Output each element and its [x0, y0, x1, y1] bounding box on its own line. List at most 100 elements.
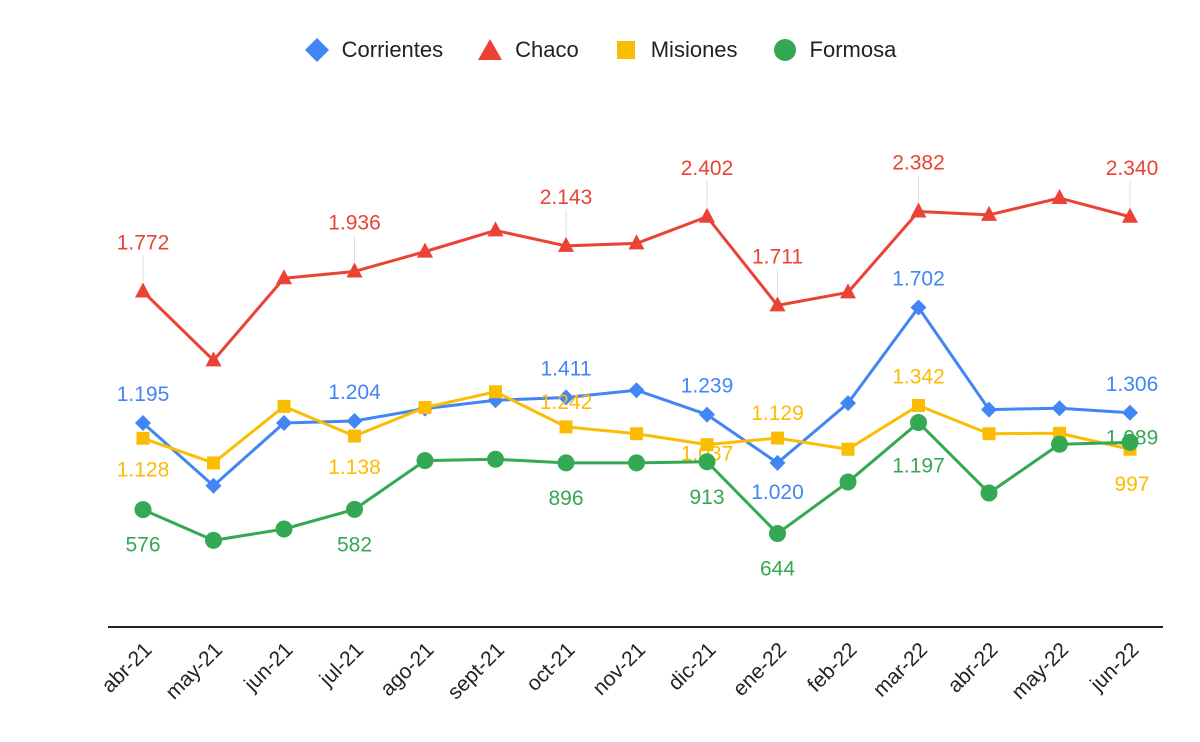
data-label: 1.702 — [892, 267, 945, 290]
data-label: 1.138 — [328, 456, 381, 479]
data-point-diamond — [1051, 400, 1068, 417]
x-tick-label: jul-21 — [315, 638, 368, 691]
legend-label: Chaco — [515, 37, 579, 62]
data-point-circle — [839, 473, 857, 491]
data-label: 1.089 — [1106, 426, 1159, 449]
data-point-triangle — [1122, 207, 1138, 223]
data-point-circle — [1121, 433, 1139, 451]
data-label: 1.411 — [541, 357, 592, 380]
legend-label: Misiones — [650, 37, 738, 62]
data-point-square — [207, 456, 220, 470]
x-tick-label: mar-22 — [869, 638, 932, 701]
data-point-circle — [205, 531, 222, 549]
data-point-square — [771, 431, 784, 445]
circle-marker-icon — [773, 39, 796, 61]
data-point-circle — [487, 450, 504, 468]
data-point-triangle — [417, 242, 433, 258]
data-label: 1.128 — [117, 458, 170, 481]
x-tick-label: ene-22 — [729, 638, 792, 701]
data-label: 1.306 — [1106, 373, 1159, 396]
triangle-marker-icon — [478, 39, 503, 60]
data-point-diamond — [628, 382, 645, 399]
data-point-triangle — [1051, 189, 1068, 205]
series-line-chaco — [141, 196, 1131, 362]
data-label: 1.711 — [752, 245, 803, 268]
data-point-square — [136, 431, 150, 445]
data-point-diamond — [1122, 404, 1138, 421]
data-point-diamond — [910, 299, 927, 316]
data-label: 2.402 — [681, 157, 734, 180]
data-label: 1.772 — [117, 232, 170, 255]
data-point-circle — [980, 484, 998, 502]
data-point-circle — [416, 452, 434, 470]
x-tick-label: oct-21 — [522, 638, 580, 696]
data-point-triangle — [135, 282, 151, 298]
data-label: 1.204 — [328, 381, 381, 404]
data-point-circle — [275, 520, 293, 538]
data-point-triangle — [769, 296, 786, 312]
data-label: 1.239 — [681, 375, 734, 398]
data-label: 1.936 — [328, 211, 381, 234]
data-label: 582 — [337, 533, 372, 556]
data-label: 1.195 — [117, 383, 170, 406]
x-tick-label: abr-21 — [97, 638, 156, 697]
data-point-diamond — [840, 395, 856, 412]
x-tick-label: sept-21 — [443, 638, 509, 704]
data-point-diamond — [699, 406, 715, 423]
x-tick-label: abr-22 — [943, 638, 1002, 697]
data-point-triangle — [276, 269, 292, 285]
data-label: 2.143 — [540, 186, 593, 209]
data-label: 1.197 — [892, 455, 945, 478]
x-tick-label: jun-21 — [239, 638, 297, 696]
data-point-diamond — [981, 401, 997, 418]
data-point-triangle — [487, 221, 504, 237]
x-tick-label: ago-21 — [376, 638, 439, 701]
data-label: 1.342 — [892, 365, 945, 388]
data-point-triangle — [699, 207, 715, 223]
data-label: 1.242 — [540, 391, 593, 414]
data-point-triangle — [840, 283, 856, 299]
data-point-square — [912, 398, 925, 412]
legend-item-formosa[interactable]: Formosa — [772, 37, 896, 63]
x-tick-label: may-22 — [1007, 638, 1073, 704]
data-point-circle — [1051, 435, 1068, 453]
data-point-triangle — [981, 205, 997, 221]
data-label: 913 — [689, 486, 724, 509]
data-point-circle — [698, 453, 716, 471]
x-tick-label: dic-21 — [664, 638, 721, 695]
data-point-diamond — [346, 412, 363, 429]
diamond-marker-icon — [304, 38, 329, 62]
data-point-triangle — [346, 262, 363, 278]
data-point-square — [559, 420, 573, 434]
data-point-diamond — [558, 389, 574, 406]
data-point-square — [630, 427, 643, 441]
square-marker-icon — [616, 41, 635, 59]
x-tick-label: feb-22 — [803, 638, 861, 696]
legend-item-corrientes[interactable]: Corrientes — [304, 37, 443, 63]
data-point-circle — [134, 501, 152, 519]
data-point-square — [700, 438, 714, 452]
data-label: 1.020 — [751, 481, 804, 504]
data-point-circle — [346, 500, 363, 518]
data-point-square — [982, 427, 996, 441]
series-line-formosa — [142, 421, 1131, 542]
data-point-diamond — [205, 477, 222, 494]
data-point-triangle — [910, 202, 927, 218]
data-point-diamond — [769, 454, 786, 471]
x-tick-label: jun-22 — [1085, 638, 1143, 696]
data-label: 1.129 — [751, 402, 804, 425]
data-label: 644 — [760, 558, 795, 581]
legend: Corrientes Chaco Misiones Formosa — [0, 30, 1200, 70]
data-point-circle — [910, 414, 927, 432]
data-point-diamond — [135, 415, 151, 432]
legend-item-chaco[interactable]: Chaco — [477, 37, 579, 63]
data-point-square — [841, 442, 855, 456]
legend-item-misiones[interactable]: Misiones — [613, 37, 738, 63]
x-tick-label: nov-21 — [588, 638, 650, 700]
data-label: 2.382 — [892, 152, 945, 175]
data-point-circle — [557, 454, 575, 472]
data-point-square — [348, 429, 361, 443]
data-point-triangle — [205, 351, 222, 367]
data-point-circle — [628, 454, 645, 472]
